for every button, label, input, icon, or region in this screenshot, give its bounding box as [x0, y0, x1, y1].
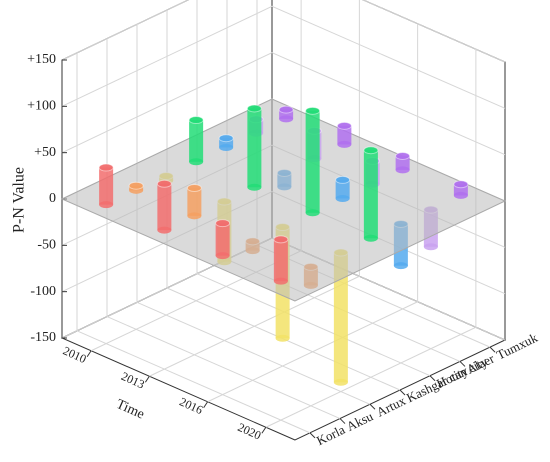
x-tick: [203, 401, 209, 409]
bar-top: [128, 181, 144, 190]
series-tick-label: Tumxuk: [494, 330, 540, 363]
grid-line: [61, 0, 506, 63]
bar-top: [218, 134, 234, 143]
bar: [363, 150, 378, 239]
z-tick-label: -50: [37, 238, 56, 253]
s-tick: [459, 361, 466, 367]
z-tick-label: -100: [30, 284, 56, 299]
x-axis-title: Time: [114, 397, 147, 423]
bar-top: [246, 104, 262, 113]
z-tick-label: +150: [27, 52, 56, 67]
s-tick: [369, 403, 376, 410]
s-tick: [339, 418, 346, 424]
zero-plane: [60, 98, 507, 302]
bar: [189, 120, 204, 162]
s-tick: [309, 432, 316, 439]
z-tick-label: +100: [27, 99, 56, 114]
x-tick: [144, 375, 150, 383]
s-tick: [399, 389, 406, 396]
series-tick-label: Korla: [314, 422, 347, 449]
bar-top: [335, 175, 351, 184]
x-tick: [261, 426, 267, 434]
x-tick-label: 2010: [61, 343, 89, 366]
x-tick: [86, 350, 92, 358]
bar: [333, 252, 348, 383]
bar: [279, 109, 294, 119]
series-tick-label: Aksu: [344, 408, 376, 434]
z-axis-title: P-N Value: [11, 167, 28, 233]
bar: [453, 184, 468, 196]
bar-top: [215, 219, 231, 228]
x-tick-label: 2020: [236, 420, 264, 443]
bar: [395, 155, 410, 170]
bar: [157, 183, 172, 231]
bar: [219, 138, 234, 148]
series-tick-label: Alaer: [464, 350, 497, 376]
bar-top: [278, 105, 294, 114]
s-tick: [429, 375, 436, 382]
z-tick-label: -150: [30, 330, 56, 345]
bar: [247, 108, 262, 188]
bar-top: [98, 163, 114, 172]
z-tick-label: +50: [34, 145, 56, 160]
bar-top: [188, 116, 204, 125]
bar-top: [336, 121, 352, 130]
z-tick-label: 0: [49, 191, 56, 206]
bar: [273, 239, 288, 282]
grid-line: [61, 5, 506, 109]
grid-line: [61, 52, 506, 156]
bar: [187, 188, 202, 216]
bar-top: [273, 235, 289, 244]
series-tick-label: Artux: [374, 393, 408, 420]
bar: [215, 223, 230, 256]
x-tick-label: 2016: [177, 394, 205, 417]
bar-top: [156, 179, 172, 188]
bar: [305, 110, 320, 213]
bar-top: [305, 106, 321, 115]
bar: [99, 167, 114, 205]
bar-top: [395, 151, 411, 160]
bar-top: [186, 184, 202, 193]
s-tick: [489, 346, 496, 353]
bar-top: [453, 180, 469, 189]
bar-top: [363, 146, 379, 155]
bar: [337, 125, 352, 145]
x-tick-label: 2013: [119, 369, 147, 392]
bar: [335, 179, 350, 199]
